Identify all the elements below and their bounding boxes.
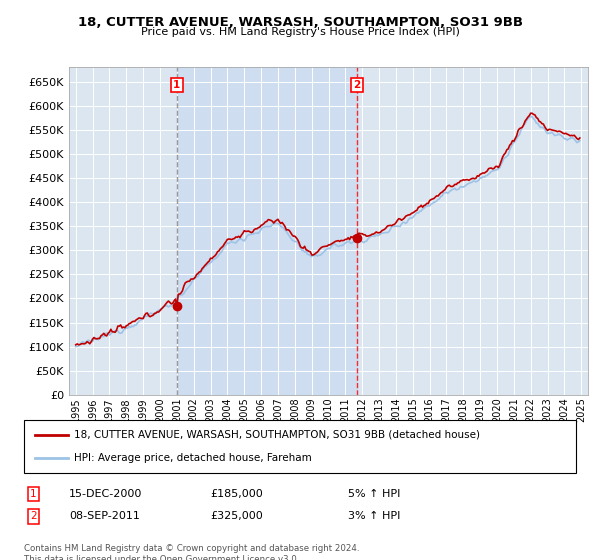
Text: £185,000: £185,000 [210,489,263,499]
Text: 18, CUTTER AVENUE, WARSASH, SOUTHAMPTON, SO31 9BB (detached house): 18, CUTTER AVENUE, WARSASH, SOUTHAMPTON,… [74,430,479,440]
Text: 1: 1 [173,80,181,90]
Text: 08-SEP-2011: 08-SEP-2011 [69,511,140,521]
Text: HPI: Average price, detached house, Fareham: HPI: Average price, detached house, Fare… [74,453,311,463]
Text: 2: 2 [353,80,361,90]
Text: 1: 1 [30,489,37,499]
Text: 15-DEC-2000: 15-DEC-2000 [69,489,142,499]
Text: £325,000: £325,000 [210,511,263,521]
Text: 18, CUTTER AVENUE, WARSASH, SOUTHAMPTON, SO31 9BB: 18, CUTTER AVENUE, WARSASH, SOUTHAMPTON,… [77,16,523,29]
FancyBboxPatch shape [24,420,576,473]
Text: 2: 2 [30,511,37,521]
Text: Price paid vs. HM Land Registry's House Price Index (HPI): Price paid vs. HM Land Registry's House … [140,27,460,37]
Bar [177,67,357,395]
Text: Contains HM Land Registry data © Crown copyright and database right 2024.
This d: Contains HM Land Registry data © Crown c… [24,544,359,560]
Text: 3% ↑ HPI: 3% ↑ HPI [348,511,400,521]
Text: 5% ↑ HPI: 5% ↑ HPI [348,489,400,499]
